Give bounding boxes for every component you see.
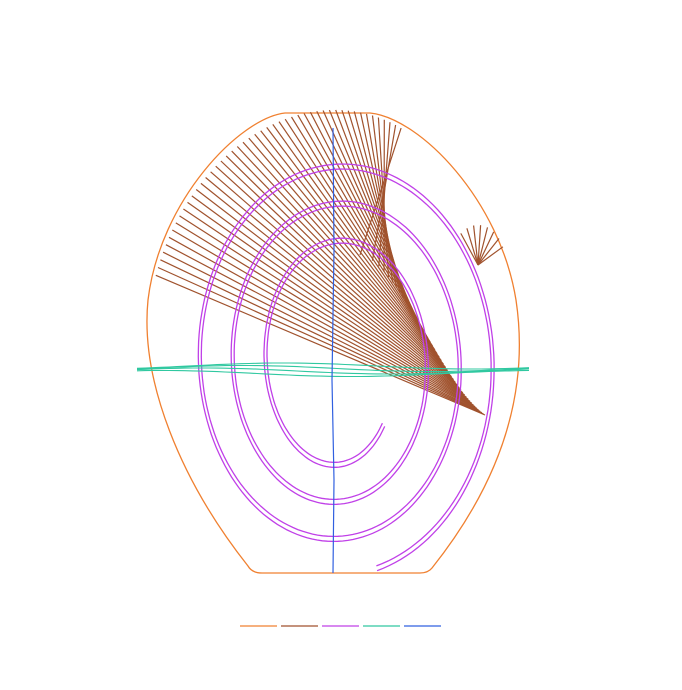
ray: [477, 227, 489, 266]
ray: [359, 112, 401, 293]
ray: [278, 121, 436, 351]
boundary: [146, 112, 521, 574]
ray: [231, 150, 453, 378]
vertical-line: [331, 127, 335, 574]
ray: [359, 127, 402, 256]
ray: [187, 201, 469, 400]
ray: [179, 215, 473, 404]
ray: [371, 124, 397, 261]
ray: [210, 171, 460, 389]
ray: [165, 244, 479, 411]
ray: [242, 141, 449, 372]
ray: [157, 266, 484, 415]
ray: [254, 133, 444, 365]
ray: [378, 122, 391, 267]
ray: [365, 113, 397, 288]
ray: [460, 233, 479, 266]
ray: [260, 130, 442, 362]
spiral: [200, 168, 492, 567]
horizontal-line: [136, 362, 530, 370]
horizontal-line: [136, 364, 530, 373]
ray: [225, 155, 455, 381]
ray: [284, 118, 434, 347]
ray: [236, 146, 451, 375]
ray: [200, 182, 464, 394]
ray: [155, 274, 486, 416]
ray: [477, 231, 495, 266]
ray: [466, 228, 479, 266]
ray: [477, 246, 504, 266]
ray: [248, 137, 447, 368]
ray: [473, 225, 479, 266]
ray: [477, 225, 482, 266]
ray: [195, 189, 466, 396]
ray: [477, 238, 500, 266]
ray: [266, 127, 440, 358]
horizontal-line: [136, 369, 530, 378]
ray: [290, 116, 431, 343]
spiral: [197, 163, 495, 572]
figure: [136, 109, 530, 574]
